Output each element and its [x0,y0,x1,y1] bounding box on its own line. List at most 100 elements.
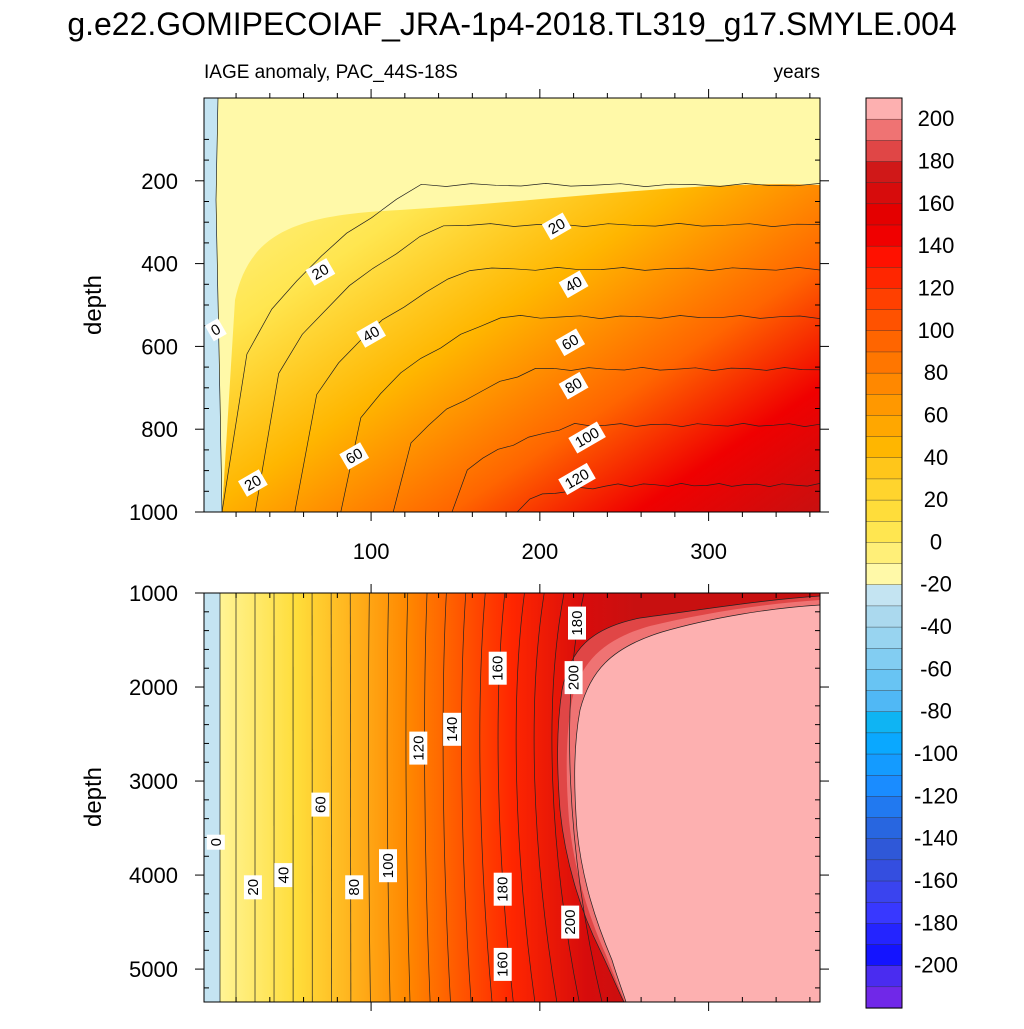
lower-contour-label: 60 [311,793,329,817]
colorbar-swatch [866,225,902,247]
colorbar-label: -120 [914,783,958,808]
lower-contour-label: 200 [565,661,583,694]
upper-y-tick-label: 200 [141,169,178,194]
lower-contour-label-text: 120 [410,736,427,761]
colorbar-swatch [866,839,902,861]
colorbar-swatch [866,754,902,776]
colorbar-swatch [866,415,902,437]
colorbar-label: 200 [918,106,955,131]
colorbar-swatch [866,119,902,141]
lower-negative-region [204,593,220,1002]
colorbar-swatch [866,310,902,332]
colorbar-label: -60 [920,656,952,681]
colorbar-label: 80 [924,360,948,385]
colorbar-swatch [866,733,902,755]
lower-contour-label: 0 [207,835,225,850]
colorbar-swatch [866,923,902,945]
lower-contour-label-text: 100 [380,853,397,878]
upper-y-tick-label: 400 [141,252,178,277]
lower-contour-label: 40 [274,863,292,887]
colorbar-label: -200 [914,953,958,978]
lower-y-tick-label: 5000 [129,957,178,982]
colorbar-swatch [866,669,902,691]
colorbar-label: 120 [918,276,955,301]
lower-contour-label-text: 200 [562,910,579,935]
colorbar-swatch [866,902,902,924]
colorbar-swatch [866,500,902,522]
colorbar-swatch [866,161,902,183]
variable-subtitle: IAGE anomaly, PAC_44S-18S [204,62,458,84]
lower-y-axis-label: depth [80,767,107,827]
colorbar-swatch [866,140,902,162]
colorbar-swatch [866,881,902,903]
colorbar-label: 180 [918,149,955,174]
lower-y-tick-label: 2000 [129,675,178,700]
colorbar-swatch [866,585,902,607]
colorbar: 200180160140120100806040200-20-40-60-80-… [866,98,958,1008]
upper-y-tick-label: 1000 [129,500,178,525]
colorbar-swatch [866,394,902,416]
colorbar-swatch [866,267,902,289]
lower-contour-label-text: 140 [444,717,461,742]
colorbar-label: 20 [924,487,948,512]
lower-contour-label: 100 [379,849,397,882]
colorbar-swatch [866,542,902,564]
colorbar-label: 0 [930,529,942,554]
colorbar-swatch [866,945,902,967]
lower-contour-label-text: 40 [275,867,292,884]
upper-x-tick-label: 100 [353,539,390,564]
colorbar-label: -40 [920,614,952,639]
colorbar-swatch [866,648,902,670]
colorbar-label: -100 [914,741,958,766]
lower-contour-label: 20 [244,875,262,899]
colorbar-swatch [866,373,902,395]
colorbar-swatch [866,564,902,586]
lower-y-tick-label: 4000 [129,863,178,888]
upper-y-tick-label: 600 [141,334,178,359]
upper-x-tick-label: 300 [690,539,727,564]
lower-contour-label-text: 80 [346,879,363,896]
units-subtitle: years [748,62,820,84]
lower-contour-label-text: 20 [245,879,262,896]
lower-y-tick-label: 1000 [129,581,178,606]
colorbar-swatch [866,352,902,374]
colorbar-swatch [866,691,902,713]
chart-title: g.e22.GOMIPECOIAF_JRA-1p4-2018.TL319_g17… [0,6,1024,43]
colorbar-swatch [866,458,902,480]
lower-contour-label: 120 [409,732,427,765]
colorbar-swatch [866,521,902,543]
colorbar-label: -160 [914,868,958,893]
colorbar-label: -20 [920,572,952,597]
lower-contour-label: 160 [489,652,507,685]
lower-contour-label: 200 [561,906,579,939]
lower-contour-label-text: 180 [569,611,586,636]
lower-contour-label: 140 [443,713,461,746]
colorbar-label: 60 [924,402,948,427]
lower-contour-label: 180 [494,873,512,906]
colorbar-swatch [866,712,902,734]
colorbar-swatch [866,987,902,1009]
upper-x-tick-label: 200 [521,539,558,564]
colorbar-swatch [866,437,902,459]
colorbar-swatch [866,818,902,840]
colorbar-swatch [866,627,902,649]
colorbar-label: 160 [918,191,955,216]
lower-contour-label: 160 [494,948,512,981]
lower-contour-label-text: 200 [566,665,583,690]
lower-max-region [575,605,820,1002]
colorbar-swatch [866,246,902,268]
colorbar-swatch [866,331,902,353]
colorbar-swatch [866,606,902,628]
colorbar-label: -80 [920,699,952,724]
colorbar-label: -140 [914,826,958,851]
lower-contour-label: 80 [345,875,363,899]
colorbar-swatch [866,796,902,818]
colorbar-swatch [866,966,902,988]
lower-contour-label: 180 [568,607,586,640]
colorbar-label: -180 [914,910,958,935]
colorbar-swatch [866,288,902,310]
upper-y-axis-label: depth [80,275,107,335]
lower-contour-label-text: 160 [495,952,512,977]
